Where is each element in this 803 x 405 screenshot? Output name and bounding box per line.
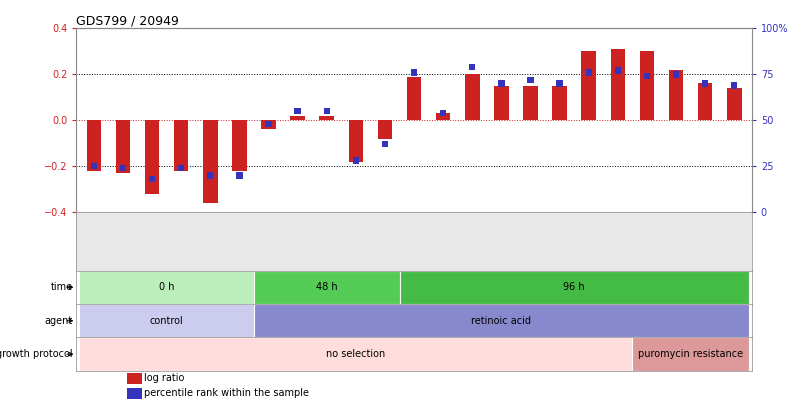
Text: growth protocol: growth protocol — [0, 349, 73, 359]
Bar — [697, 83, 711, 120]
Bar — [319, 116, 333, 120]
Bar — [91, 163, 97, 169]
Bar — [236, 172, 243, 179]
Bar — [79, 271, 254, 304]
Bar — [265, 121, 271, 127]
Bar — [439, 110, 446, 116]
Bar — [173, 120, 188, 171]
Bar — [290, 116, 304, 120]
Bar — [145, 120, 159, 194]
Bar — [672, 71, 679, 77]
Bar — [581, 51, 595, 120]
Bar — [613, 67, 620, 74]
Bar — [410, 69, 417, 76]
Bar — [585, 69, 591, 76]
Bar — [435, 113, 450, 120]
Bar — [609, 49, 625, 120]
Text: control: control — [149, 316, 183, 326]
Bar — [323, 108, 329, 114]
Bar — [527, 77, 533, 83]
Bar — [79, 304, 254, 337]
Bar — [254, 271, 399, 304]
Bar — [294, 108, 300, 114]
Text: 0 h: 0 h — [159, 282, 174, 292]
Bar — [730, 82, 736, 89]
Bar — [399, 271, 748, 304]
Bar — [468, 64, 475, 70]
Bar — [494, 86, 508, 120]
Text: GDS799 / 20949: GDS799 / 20949 — [76, 14, 179, 27]
Bar — [377, 120, 392, 139]
Bar — [207, 172, 214, 179]
Text: puromycin resistance: puromycin resistance — [638, 349, 742, 359]
Bar — [406, 77, 421, 120]
Bar — [464, 74, 479, 120]
Bar — [632, 337, 748, 371]
Text: retinoic acid: retinoic acid — [471, 316, 531, 326]
Bar — [349, 120, 363, 162]
Bar — [726, 88, 740, 120]
Bar — [254, 304, 748, 337]
Bar — [643, 73, 650, 79]
Text: time: time — [51, 282, 73, 292]
Bar — [556, 80, 562, 87]
Bar — [79, 337, 632, 371]
Bar — [552, 86, 566, 120]
Bar — [353, 158, 359, 164]
Bar — [701, 80, 707, 87]
Bar — [127, 388, 141, 399]
Bar — [498, 80, 504, 87]
Bar — [87, 120, 101, 171]
Bar — [177, 165, 184, 171]
Text: agent: agent — [45, 316, 73, 326]
Text: log ratio: log ratio — [144, 373, 184, 384]
Bar — [202, 120, 218, 203]
Bar — [668, 70, 683, 120]
Bar — [232, 120, 247, 171]
Bar — [639, 51, 654, 120]
Text: percentile rank within the sample: percentile rank within the sample — [144, 388, 308, 399]
Bar — [149, 176, 155, 182]
Bar — [261, 120, 275, 130]
Bar — [127, 373, 141, 384]
Bar — [381, 141, 388, 147]
Bar — [523, 86, 537, 120]
Bar — [120, 165, 126, 171]
Bar — [116, 120, 130, 173]
Text: 96 h: 96 h — [563, 282, 585, 292]
Text: 48 h: 48 h — [316, 282, 337, 292]
Text: no selection: no selection — [326, 349, 385, 359]
